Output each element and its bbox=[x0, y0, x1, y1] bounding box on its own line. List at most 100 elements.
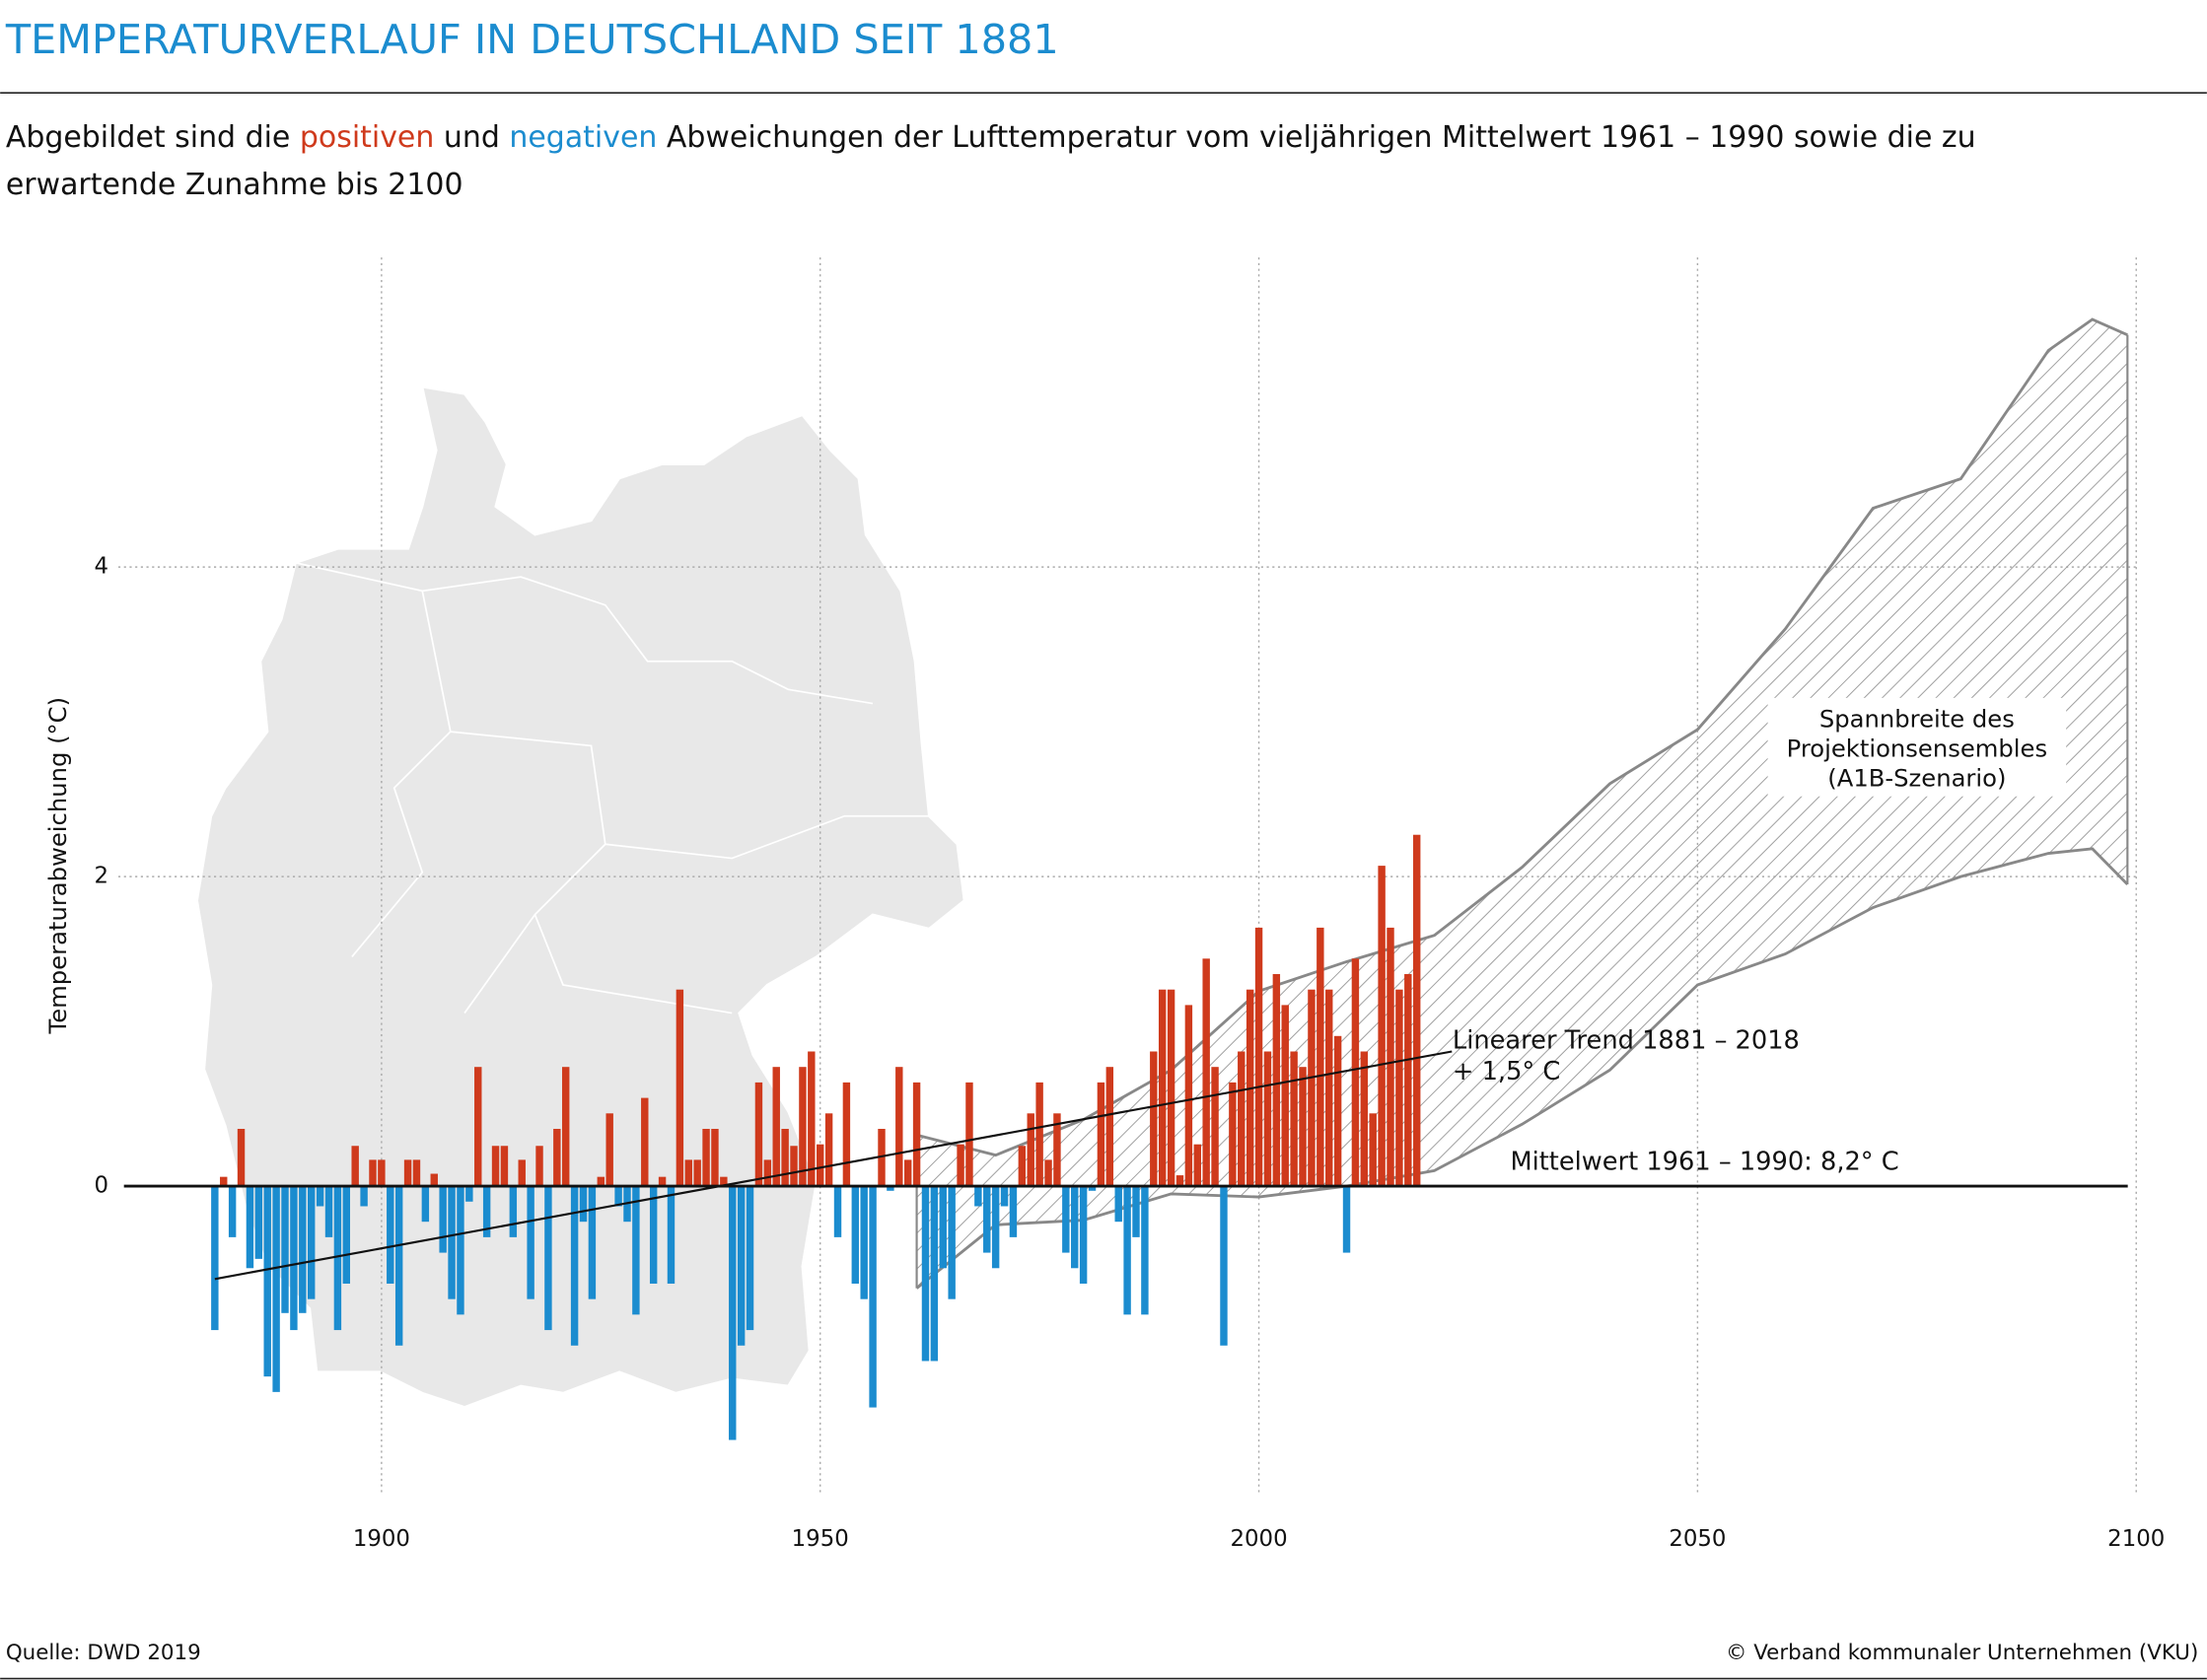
bar bbox=[342, 1186, 351, 1284]
bar bbox=[1325, 989, 1333, 1187]
y-axis-label: Temperaturabweichung (°C) bbox=[43, 697, 72, 1035]
bar bbox=[1317, 927, 1324, 1187]
bar bbox=[974, 1186, 982, 1207]
bar bbox=[1132, 1186, 1140, 1237]
bar bbox=[887, 1186, 894, 1191]
bar bbox=[474, 1067, 482, 1187]
bar bbox=[369, 1159, 377, 1187]
subtitle-part: und bbox=[434, 119, 509, 154]
bar bbox=[702, 1128, 710, 1187]
bar bbox=[281, 1186, 289, 1313]
bar bbox=[1238, 1051, 1246, 1187]
bar bbox=[333, 1186, 342, 1331]
bar bbox=[1369, 1113, 1377, 1187]
band-upper bbox=[916, 317, 2128, 1157]
bar bbox=[921, 1186, 930, 1362]
bar bbox=[1220, 1186, 1228, 1346]
bar bbox=[790, 1146, 798, 1187]
x-tick-label: 2000 bbox=[1231, 1526, 1288, 1552]
bar bbox=[1193, 1144, 1201, 1187]
bar bbox=[1272, 974, 1281, 1187]
bar bbox=[378, 1159, 386, 1187]
bar bbox=[439, 1186, 447, 1253]
bar bbox=[1308, 989, 1316, 1187]
bar bbox=[237, 1128, 246, 1187]
bar bbox=[290, 1186, 298, 1331]
bar bbox=[878, 1128, 886, 1187]
bar bbox=[693, 1159, 701, 1187]
bar bbox=[316, 1186, 324, 1207]
map-borders bbox=[295, 562, 930, 1015]
bar bbox=[509, 1186, 518, 1237]
bar bbox=[632, 1186, 640, 1315]
bar bbox=[1018, 1146, 1027, 1187]
bar bbox=[1299, 1067, 1307, 1187]
bar bbox=[1395, 989, 1403, 1187]
bar bbox=[1105, 1067, 1114, 1187]
bar bbox=[1158, 989, 1167, 1187]
bar bbox=[991, 1186, 1000, 1269]
bar bbox=[220, 1176, 228, 1187]
band-label: Spannbreite des bbox=[1819, 705, 2015, 734]
bar bbox=[1053, 1113, 1061, 1187]
bar bbox=[1342, 1186, 1351, 1253]
bar bbox=[1027, 1113, 1034, 1187]
bar bbox=[1254, 927, 1263, 1187]
bar bbox=[1035, 1082, 1043, 1187]
bar bbox=[939, 1186, 947, 1269]
bar bbox=[527, 1186, 534, 1299]
copyright: © Verband kommunaler Unternehmen (VKU) bbox=[1726, 1641, 2198, 1665]
band-label: (A1B-Szenario) bbox=[1827, 764, 2006, 793]
bar bbox=[1079, 1186, 1088, 1284]
bar bbox=[1229, 1082, 1237, 1187]
bar bbox=[1114, 1186, 1122, 1223]
bar bbox=[1097, 1082, 1105, 1187]
bar bbox=[597, 1176, 605, 1187]
bar bbox=[412, 1159, 421, 1187]
bar bbox=[1167, 989, 1175, 1187]
bar bbox=[772, 1067, 780, 1187]
bar bbox=[1088, 1186, 1097, 1191]
trend-label: Linearer Trend 1881 – 2018 bbox=[1453, 1026, 1800, 1056]
subtitle: erwartende Zunahme bis 2100 bbox=[6, 168, 463, 202]
bar bbox=[1123, 1186, 1131, 1315]
bar bbox=[579, 1186, 588, 1223]
bar bbox=[667, 1186, 676, 1284]
bar bbox=[1000, 1186, 1009, 1207]
bar bbox=[570, 1186, 579, 1346]
bar bbox=[1141, 1186, 1149, 1315]
bar bbox=[1333, 1035, 1342, 1187]
x-tick-label: 1900 bbox=[353, 1526, 410, 1552]
trend-label: + 1,5° C bbox=[1453, 1057, 1560, 1086]
subtitle-part: Abweichungen der Lufttemperatur vom viel… bbox=[657, 119, 1975, 154]
bar bbox=[799, 1067, 807, 1187]
bar bbox=[299, 1186, 307, 1313]
bar bbox=[1378, 866, 1386, 1187]
bar bbox=[684, 1159, 692, 1187]
bar bbox=[983, 1186, 991, 1253]
bar bbox=[448, 1186, 456, 1299]
subtitle: Abgebildet sind die positiven und negati… bbox=[6, 119, 1976, 154]
bar bbox=[1387, 927, 1394, 1187]
bar bbox=[465, 1186, 473, 1202]
bar bbox=[1351, 958, 1360, 1187]
bar bbox=[817, 1144, 824, 1187]
bar bbox=[860, 1186, 868, 1299]
bar bbox=[1412, 834, 1421, 1187]
bar bbox=[500, 1146, 509, 1187]
bar bbox=[895, 1067, 903, 1187]
bar bbox=[562, 1067, 570, 1187]
bar bbox=[387, 1186, 394, 1284]
bar bbox=[482, 1186, 491, 1237]
band-label: Projektionsensembles bbox=[1787, 735, 2047, 763]
bar bbox=[824, 1113, 833, 1187]
bar bbox=[1263, 1051, 1272, 1187]
x-tick-label: 2050 bbox=[1669, 1526, 1726, 1552]
bar bbox=[1184, 1005, 1193, 1187]
bar bbox=[1009, 1186, 1018, 1237]
bar bbox=[965, 1082, 973, 1187]
bar bbox=[491, 1146, 500, 1187]
bar bbox=[324, 1186, 333, 1237]
